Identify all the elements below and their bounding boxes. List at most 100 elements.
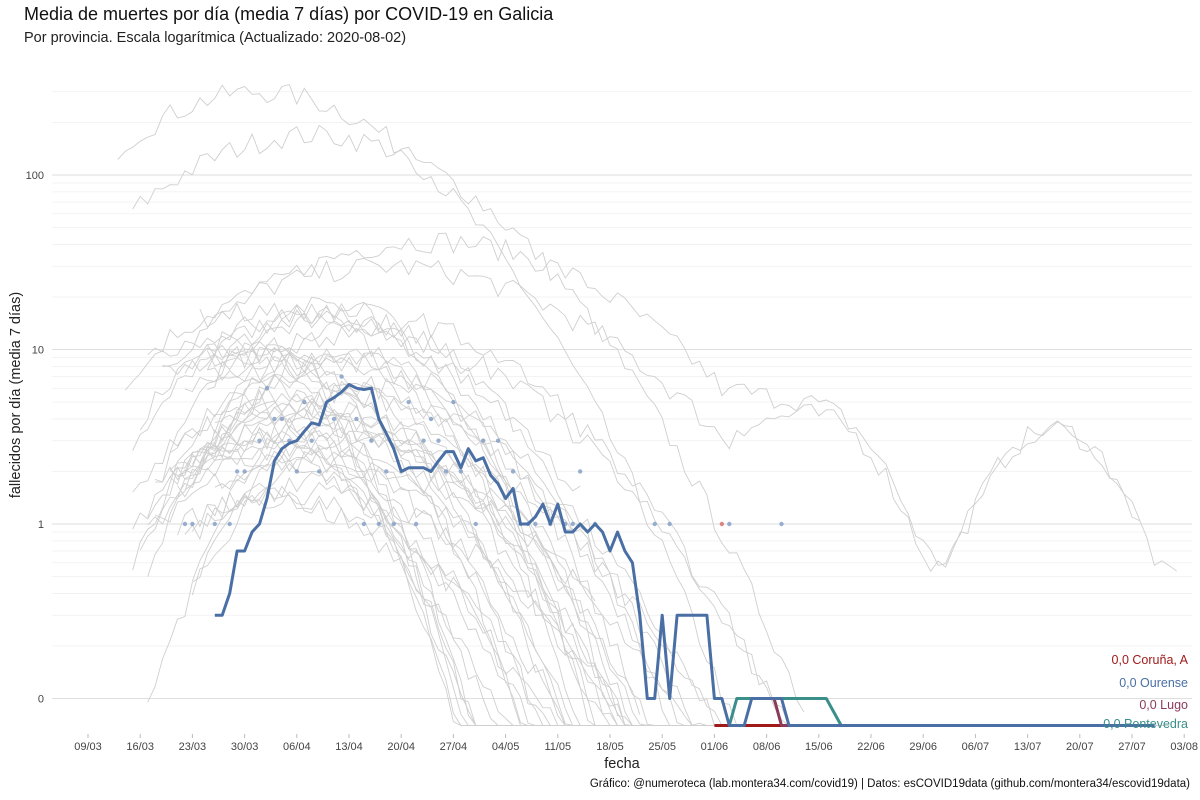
daily-point-ourense — [190, 521, 195, 527]
daily-point-ourense — [227, 521, 232, 527]
daily-point-ourense — [331, 416, 337, 422]
background-province-line — [162, 344, 641, 715]
daily-point-ourense — [369, 438, 374, 443]
background-province-line — [177, 438, 775, 726]
series-line-lugo — [744, 697, 1155, 727]
x-tick-label: 15/06 — [805, 741, 833, 753]
background-province-line — [154, 458, 797, 726]
x-tick-label: 29/06 — [909, 741, 937, 753]
daily-point-ourense — [234, 469, 240, 474]
daily-point-ourense — [279, 416, 285, 422]
daily-point-ourense — [436, 438, 441, 443]
daily-point-ourense — [413, 521, 419, 527]
series-end-label: 0,0 Pontevedra — [1103, 717, 1188, 731]
x-tick-label: 27/07 — [1118, 741, 1146, 753]
x-axis-title: fecha — [604, 756, 640, 772]
chart-caption: Gráfico: @numeroteca (lab.montera34.com/… — [589, 778, 1190, 790]
x-tick-label: 25/05 — [648, 741, 676, 753]
daily-point-ourense — [481, 438, 486, 443]
background-province-line — [132, 361, 931, 726]
x-tick-label: 23/03 — [179, 741, 207, 753]
daily-point-ourense — [294, 469, 299, 474]
chart-subtitle: Por provincia. Escala logarítmica (Actua… — [24, 30, 407, 46]
daily-point-ourense — [406, 399, 411, 405]
x-tick-label: 11/05 — [544, 741, 571, 753]
series-end-label: 0,0 Ourense — [1119, 676, 1188, 690]
daily-point-ourense — [361, 521, 367, 527]
x-tick-label: 20/04 — [387, 741, 415, 753]
background-province-line — [191, 440, 812, 726]
daily-point-ourense — [316, 469, 322, 474]
background-province-line — [147, 257, 1177, 573]
highlight-series — [214, 383, 1155, 727]
daily-point-ourense — [727, 521, 732, 527]
daily-point-ourense — [458, 469, 464, 474]
x-tick-label: 01/06 — [701, 741, 729, 753]
x-tick-label: 04/05 — [492, 741, 520, 753]
background-province-line — [192, 481, 1006, 726]
y-tick-label: 100 — [26, 170, 44, 182]
x-tick-label: 13/04 — [335, 741, 363, 753]
background-province-line — [214, 316, 1036, 726]
daily-point-ourense — [570, 521, 575, 527]
daily-point-ourense — [473, 521, 478, 527]
x-tick-label: 22/06 — [857, 741, 885, 753]
daily-point-ourense — [495, 438, 501, 443]
daily-point-ourense — [272, 416, 277, 422]
daily-point-coruna — [719, 521, 725, 527]
daily-point-ourense — [667, 521, 672, 527]
background-province-line — [132, 124, 805, 713]
daily-point-ourense — [391, 521, 396, 527]
y-tick-label: 0 — [38, 694, 44, 706]
daily-point-ourense — [257, 438, 262, 443]
background-province-line — [117, 83, 775, 726]
daily-point-ourense — [376, 521, 382, 527]
daily-point-ourense — [242, 469, 247, 474]
y-tick-labels: 0 1 10 100 — [26, 170, 44, 706]
x-tick-label: 08/06 — [753, 741, 781, 753]
daily-point-ourense — [428, 416, 434, 422]
background-province-lines — [117, 83, 1177, 726]
y-axis-title: fallecidos por día (media 7 días) — [8, 292, 24, 498]
daily-point-ourense — [309, 438, 314, 443]
daily-point-ourense — [577, 469, 583, 474]
daily-point-ourense — [443, 469, 449, 474]
grid-lines — [52, 91, 1192, 738]
daily-point-ourense — [779, 521, 784, 527]
x-tick-label: 13/07 — [1014, 741, 1042, 753]
daily-point-ourense — [384, 469, 389, 474]
daily-point-ourense — [510, 469, 516, 474]
daily-point-ourense — [182, 521, 188, 527]
daily-point-ourense — [264, 386, 270, 391]
background-province-line — [214, 430, 953, 726]
end-labels: 0,0 Coruña, A 0,0 Ourense 0,0 Lugo 0,0 Pont… — [1103, 653, 1188, 731]
background-province-line — [139, 352, 715, 726]
background-province-line — [139, 343, 722, 726]
series-line-ourense — [214, 383, 1155, 727]
daily-point-ourense — [421, 438, 426, 443]
x-tick-labels: 09/03 16/03 23/03 30/03 06/04 13/04 20/04 27/04… — [74, 741, 1198, 753]
background-province-line — [162, 232, 1140, 566]
x-tick-label: 06/04 — [283, 741, 311, 753]
background-province-line — [132, 303, 655, 726]
y-tick-label: 1 — [38, 519, 44, 531]
x-tick-label: 20/07 — [1066, 741, 1094, 753]
x-tick-label: 30/03 — [231, 741, 259, 753]
daily-point-ourense — [451, 399, 456, 405]
background-province-line — [184, 464, 596, 602]
x-tick-label: 03/08 — [1170, 741, 1198, 753]
series-end-label: 0,0 Coruña, A — [1112, 653, 1189, 667]
x-tick-label: 27/04 — [440, 741, 468, 753]
daily-point-ourense — [302, 399, 307, 405]
y-tick-label: 10 — [32, 345, 44, 357]
x-tick-label: 06/07 — [962, 741, 990, 753]
background-province-line — [155, 431, 1132, 726]
background-province-line — [177, 352, 722, 726]
daily-point-ourense — [339, 374, 344, 379]
daily-point-ourense — [533, 521, 538, 527]
background-province-line — [169, 425, 715, 726]
daily-point-ourense — [354, 416, 359, 422]
daily-point-ourense — [212, 521, 217, 527]
series-end-label: 0,0 Lugo — [1139, 698, 1188, 712]
